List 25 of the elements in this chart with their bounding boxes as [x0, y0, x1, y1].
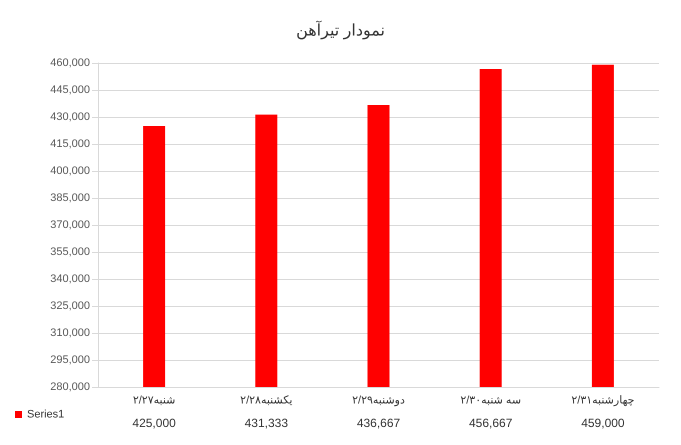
chart-title: نمودار تیرآهن	[296, 20, 385, 40]
data-label: 425,000	[132, 416, 176, 430]
y-tick-label: 370,000	[50, 219, 90, 231]
y-tick-label: 445,000	[50, 84, 90, 96]
y-tick-label: 430,000	[50, 111, 90, 123]
y-tick-label: 385,000	[50, 192, 90, 204]
data-label: 459,000	[581, 416, 625, 430]
data-label: 436,667	[356, 416, 401, 430]
x-tick-label: یکشنبه۲/۲۸	[240, 394, 292, 406]
y-tick-label: 355,000	[50, 246, 90, 258]
x-tick-label: سه شنبه۲/۳۰	[460, 394, 522, 406]
data-label: 431,333	[244, 416, 288, 430]
y-tick-label: 400,000	[50, 165, 90, 177]
x-tick-label: شنبه۲/۲۷	[132, 394, 176, 406]
y-tick-label: 280,000	[50, 381, 90, 393]
x-tick-label: دوشنبه۲/۲۹	[352, 394, 405, 406]
y-tick-label: 460,000	[50, 57, 90, 69]
y-tick-label: 295,000	[50, 354, 90, 366]
y-tick-label: 310,000	[50, 327, 90, 339]
y-tick-label: 415,000	[50, 138, 90, 150]
legend-label: Series1	[27, 408, 64, 420]
y-tick-label: 340,000	[50, 273, 90, 285]
data-label: 456,667	[469, 416, 513, 430]
x-tick-label: چهارشنبه۲/۳۱	[571, 394, 634, 406]
y-tick-label: 325,000	[50, 300, 90, 312]
